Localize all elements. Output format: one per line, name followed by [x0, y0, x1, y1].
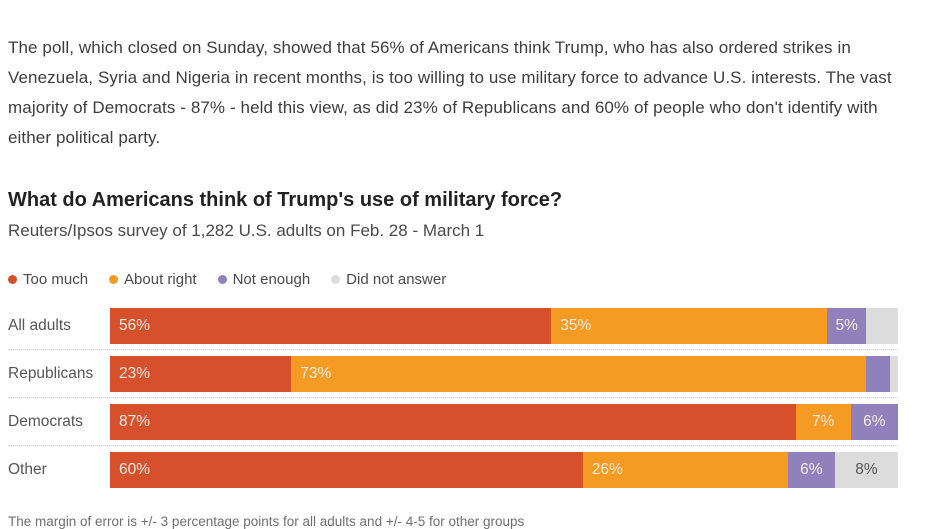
bar-segment-value: 60% — [119, 461, 151, 478]
stacked-bar: 60% 26% 6% 8% — [110, 452, 898, 488]
row-label: Republicans — [8, 365, 94, 382]
chart-row-other: Other 60% 26% 6% 8% — [8, 452, 920, 488]
chart-row-all-adults: All adults 56% 35% 5% — [8, 308, 920, 344]
legend-label: About right — [124, 271, 197, 288]
bar-segment-not-enough: 5% — [827, 308, 867, 344]
bar-segment-value: 6% — [863, 413, 886, 430]
bar-segment-value: 26% — [591, 461, 623, 478]
bar-segment-did-not-answer — [866, 308, 898, 344]
bar-segment-about-right: 73% — [291, 356, 867, 392]
bar-segment-about-right: 7% — [795, 404, 851, 440]
chart-row-democrats: Democrats 87% 7% 6% — [8, 404, 920, 440]
row-divider — [8, 445, 898, 446]
chart-footnote: The margin of error is +/- 3 percentage … — [8, 514, 525, 529]
bar-segment-value: 56% — [119, 317, 151, 334]
bar-segment-did-not-answer — [890, 356, 898, 392]
legend-dot-icon — [8, 275, 17, 284]
row-label: All adults — [8, 317, 71, 334]
bar-segment-value: 23% — [119, 365, 151, 382]
bar-segment-too-much: 60% — [110, 452, 583, 488]
chart-subtitle: Reuters/Ipsos survey of 1,282 U.S. adult… — [8, 221, 485, 240]
bar-segment-value: 87% — [119, 413, 151, 430]
legend-label: Did not answer — [346, 271, 447, 288]
legend-label: Not enough — [232, 271, 311, 288]
legend-item-too-much: Too much — [8, 271, 88, 288]
bar-segment-too-much: 23% — [110, 356, 292, 392]
row-label: Other — [8, 461, 47, 478]
bar-segment-too-much: 56% — [110, 308, 552, 344]
bar-segment-value: 73% — [300, 365, 332, 382]
bar-segment-not-enough: 6% — [850, 404, 898, 440]
bar-segment-value: 6% — [800, 461, 823, 478]
chart-legend: Too much About right Not enough Did not ans… — [8, 271, 920, 288]
bar-segment-value: 7% — [811, 413, 835, 430]
bar-segment-value: 5% — [835, 317, 858, 334]
legend-dot-icon — [331, 275, 341, 284]
stacked-bar: 23% 73% — [110, 356, 898, 392]
legend-dot-icon — [217, 275, 227, 284]
bar-segment-value: 8% — [855, 461, 878, 478]
row-divider — [8, 397, 898, 398]
stacked-bar: 56% 35% 5% — [110, 308, 898, 344]
legend-item-not-enough: Not enough — [217, 271, 311, 288]
bar-segment-about-right: 35% — [551, 308, 828, 344]
legend-item-about-right: About right — [109, 271, 197, 288]
bar-segment-value: 35% — [560, 317, 592, 334]
bar-segment-did-not-answer: 8% — [834, 452, 898, 488]
row-divider — [8, 349, 898, 350]
article-paragraph: The poll, which closed on Sunday, showed… — [8, 38, 892, 147]
bar-segment-not-enough: 6% — [787, 452, 835, 488]
bar-segment-too-much: 87% — [110, 404, 796, 440]
legend-dot-icon — [109, 275, 119, 284]
stacked-bar-chart: All adults 56% 35% 5% Republicans 23% 73% Democ… — [8, 308, 920, 488]
chart-title: What do Americans think of Trump's use o… — [8, 189, 563, 211]
bar-segment-about-right: 26% — [582, 452, 788, 488]
legend-item-did-not-answer: Did not answer — [331, 271, 446, 288]
stacked-bar: 87% 7% 6% — [110, 404, 898, 440]
chart-row-republicans: Republicans 23% 73% — [8, 356, 920, 392]
bar-segment-not-enough — [866, 356, 891, 392]
legend-label: Too much — [23, 271, 89, 288]
row-label: Democrats — [8, 413, 83, 430]
